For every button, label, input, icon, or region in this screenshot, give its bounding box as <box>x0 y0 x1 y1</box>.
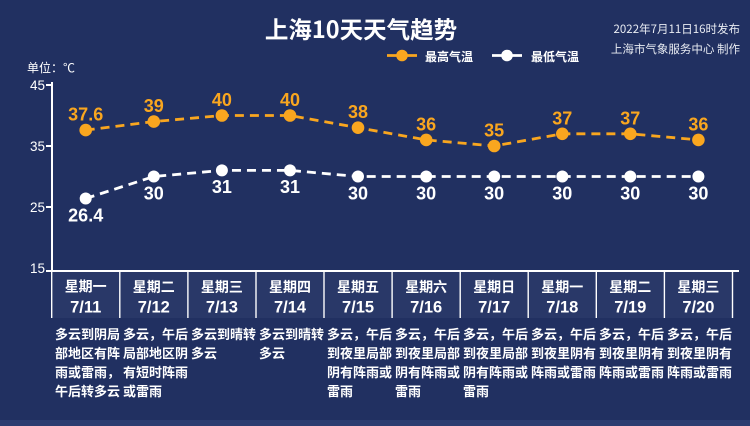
svg-text:7/11: 7/11 <box>70 299 101 317</box>
svg-text:26.4: 26.4 <box>68 205 103 225</box>
svg-text:36: 36 <box>688 114 708 134</box>
svg-text:7/15: 7/15 <box>342 299 374 317</box>
svg-text:7/20: 7/20 <box>682 299 714 317</box>
svg-text:星期日: 星期日 <box>473 277 515 297</box>
svg-text:30: 30 <box>620 183 640 203</box>
svg-text:15: 15 <box>30 261 45 276</box>
svg-text:30: 30 <box>552 183 572 203</box>
svg-text:30: 30 <box>688 183 708 203</box>
svg-text:星期三: 星期三 <box>677 277 719 297</box>
svg-text:星期二: 星期二 <box>609 277 651 297</box>
svg-text:最低气温: 最低气温 <box>531 48 579 65</box>
svg-text:星期二: 星期二 <box>133 277 175 297</box>
svg-text:星期一: 星期一 <box>541 277 583 297</box>
svg-text:7/18: 7/18 <box>546 299 578 317</box>
svg-text:31: 31 <box>212 177 232 197</box>
svg-text:37: 37 <box>552 108 572 128</box>
svg-text:40: 40 <box>280 90 300 110</box>
svg-text:星期一: 星期一 <box>65 277 107 297</box>
svg-text:7/14: 7/14 <box>274 299 307 317</box>
svg-text:7/19: 7/19 <box>614 299 646 317</box>
svg-text:星期四: 星期四 <box>269 277 311 297</box>
svg-text:37: 37 <box>620 108 640 128</box>
svg-text:30: 30 <box>484 183 504 203</box>
svg-text:30: 30 <box>348 183 368 203</box>
svg-text:7/16: 7/16 <box>410 299 442 317</box>
svg-text:星期五: 星期五 <box>337 277 379 297</box>
svg-text:30: 30 <box>144 183 164 203</box>
svg-text:45: 45 <box>30 78 45 93</box>
svg-text:35: 35 <box>484 121 504 141</box>
svg-text:40: 40 <box>212 90 232 110</box>
svg-text:7/12: 7/12 <box>138 299 170 317</box>
svg-text:31: 31 <box>280 177 300 197</box>
svg-text:7/13: 7/13 <box>206 299 238 317</box>
svg-text:35: 35 <box>30 139 45 154</box>
svg-text:星期六: 星期六 <box>405 277 447 297</box>
svg-text:37.6: 37.6 <box>68 105 103 125</box>
svg-text:39: 39 <box>144 96 164 116</box>
svg-text:25: 25 <box>30 200 45 215</box>
svg-text:38: 38 <box>348 102 368 122</box>
svg-text:最高气温: 最高气温 <box>425 48 473 65</box>
svg-text:星期三: 星期三 <box>201 277 243 297</box>
svg-text:7/17: 7/17 <box>478 299 510 317</box>
svg-text:30: 30 <box>416 183 436 203</box>
svg-text:36: 36 <box>416 114 436 134</box>
